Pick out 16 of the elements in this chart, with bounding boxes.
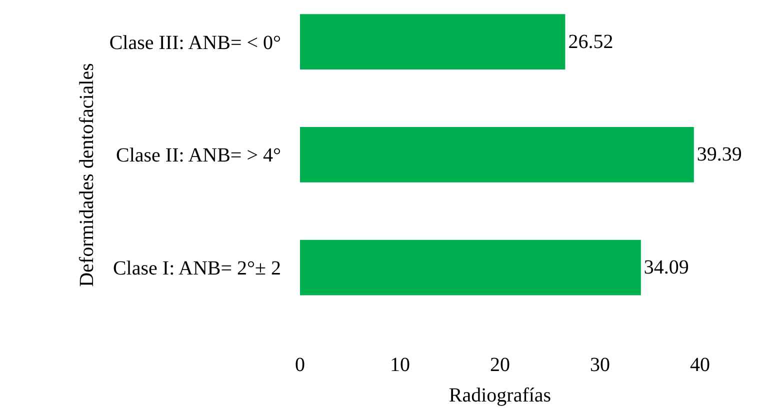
- y-tick-label: Clase I: ANB= 2°± 2: [112, 258, 281, 280]
- x-tick-label: 20: [490, 354, 510, 376]
- data-label: 39.39: [696, 144, 742, 166]
- x-tick-label: 30: [590, 354, 610, 376]
- data-label: 34.09: [644, 256, 689, 279]
- data-label: 26.52: [568, 30, 614, 53]
- bar: [300, 240, 641, 296]
- x-tick-label: 0: [295, 354, 305, 376]
- x-tick-label: 10: [390, 354, 410, 376]
- y-tick-label: Clase II: ANB= > 4°: [116, 144, 281, 167]
- y-tick-label: Clase III: ANB= < 0°: [109, 32, 281, 54]
- x-axis-title: Radiografías: [448, 384, 552, 406]
- bar: [300, 14, 566, 70]
- bar: [300, 127, 694, 182]
- y-axis-title: Deformidades dentofaciales: [76, 62, 98, 287]
- x-tick-label: 40: [690, 354, 710, 376]
